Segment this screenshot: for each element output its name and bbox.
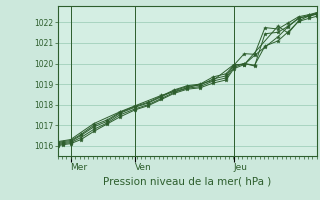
X-axis label: Pression niveau de la mer( hPa ): Pression niveau de la mer( hPa ) (103, 176, 271, 186)
